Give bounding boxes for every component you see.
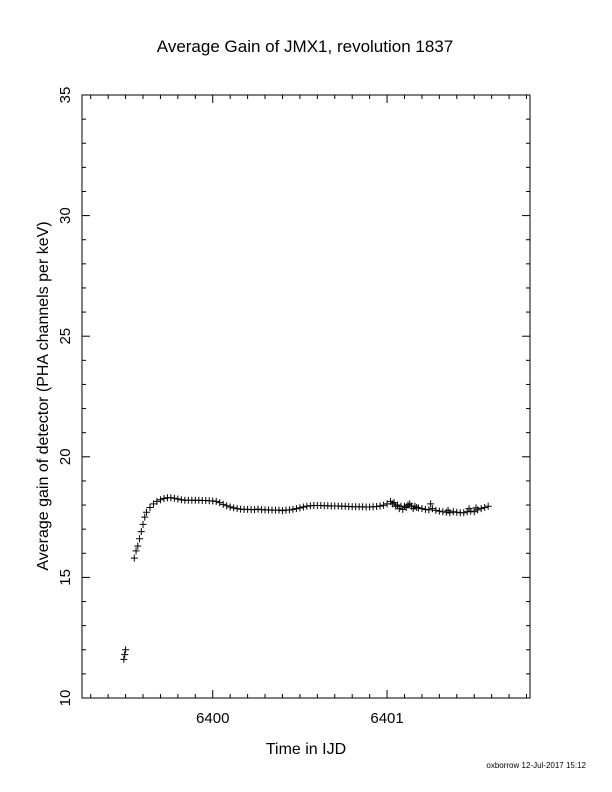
data-point bbox=[137, 528, 145, 536]
footer-credit: oxborrow 12-Jul-2017 15:12 bbox=[486, 761, 586, 770]
data-point bbox=[136, 535, 144, 543]
data-point bbox=[289, 505, 297, 513]
data-point bbox=[216, 499, 224, 507]
y-tick-label: 30 bbox=[57, 207, 74, 224]
data-point bbox=[435, 507, 443, 515]
data-point bbox=[446, 509, 454, 517]
data-point bbox=[474, 506, 482, 514]
y-tick-label: 35 bbox=[57, 87, 74, 104]
data-point bbox=[122, 646, 130, 654]
y-tick-label: 20 bbox=[57, 448, 74, 465]
data-point bbox=[120, 655, 128, 663]
data-point bbox=[484, 502, 492, 510]
x-tick-label: 6401 bbox=[370, 710, 403, 727]
data-point bbox=[212, 497, 220, 505]
data-point bbox=[141, 513, 149, 521]
data-point bbox=[121, 651, 129, 659]
data-point bbox=[219, 500, 227, 508]
data-point bbox=[467, 507, 475, 515]
data-point bbox=[299, 503, 307, 511]
x-axis-label: Time in IJD bbox=[266, 741, 346, 758]
data-point bbox=[463, 508, 471, 516]
data-point bbox=[226, 503, 234, 511]
data-point bbox=[432, 506, 440, 514]
x-tick-label: 6400 bbox=[196, 710, 229, 727]
data-point bbox=[376, 502, 384, 510]
data-point bbox=[223, 502, 231, 510]
data-point bbox=[481, 503, 489, 511]
data-point bbox=[134, 542, 142, 550]
axis-ticks: 10 15 20 25 30 35 6400 6401 bbox=[57, 87, 530, 727]
y-tick-label: 10 bbox=[57, 690, 74, 707]
data-point bbox=[470, 508, 478, 516]
y-axis-label: Average gain of detector (PHA channels p… bbox=[35, 221, 52, 570]
data-point bbox=[399, 505, 407, 513]
data-point bbox=[404, 501, 412, 509]
data-point bbox=[230, 504, 238, 512]
data-point bbox=[477, 505, 485, 513]
data-point bbox=[460, 509, 468, 517]
data-point bbox=[160, 495, 168, 503]
data-point bbox=[139, 520, 147, 528]
data-point bbox=[153, 497, 161, 505]
data-point bbox=[292, 505, 300, 513]
data-point bbox=[414, 504, 422, 512]
y-tick-label: 25 bbox=[57, 328, 74, 345]
data-point bbox=[472, 504, 480, 512]
data-point bbox=[400, 502, 408, 510]
data-point bbox=[427, 500, 435, 508]
data-points bbox=[120, 494, 492, 663]
data-point bbox=[156, 496, 164, 504]
chart-title: Average Gain of JMX1, revolution 1837 bbox=[157, 37, 453, 56]
data-point bbox=[418, 505, 426, 513]
data-point bbox=[411, 502, 419, 510]
data-point bbox=[146, 503, 154, 511]
data-point bbox=[428, 505, 436, 513]
data-point bbox=[380, 501, 388, 509]
data-point bbox=[132, 547, 140, 555]
y-tick-label: 15 bbox=[57, 569, 74, 586]
data-point bbox=[296, 504, 304, 512]
data-point bbox=[130, 554, 138, 562]
data-point bbox=[170, 494, 178, 502]
data-point bbox=[142, 508, 150, 516]
data-point bbox=[425, 506, 433, 514]
plot-frame bbox=[81, 94, 531, 699]
data-point bbox=[394, 501, 402, 509]
data-point bbox=[174, 495, 182, 503]
